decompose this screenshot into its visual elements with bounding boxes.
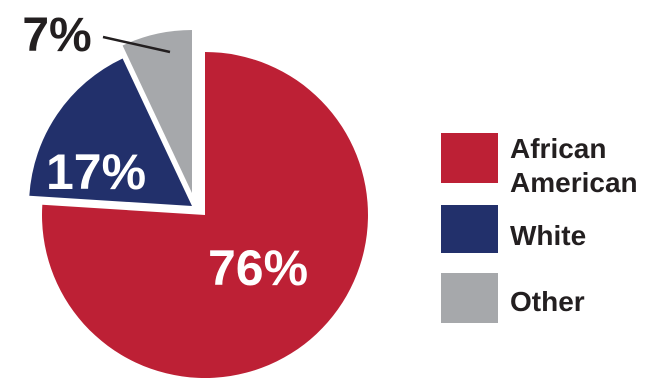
legend-label-african-american-line2: American xyxy=(510,167,638,198)
legend-swatch-other xyxy=(441,273,498,323)
legend-swatch-african-american xyxy=(441,133,498,183)
legend-swatch-white xyxy=(441,205,498,253)
legend-item-other: Other xyxy=(441,273,585,323)
slice-label-other-leader-line xyxy=(102,35,171,54)
legend-item-african-american: African American xyxy=(441,133,638,198)
legend-label-other: Other xyxy=(510,286,585,317)
legend-label-white: White xyxy=(510,220,586,251)
slice-label-white: 17% xyxy=(46,144,146,200)
pie-slice-other xyxy=(122,30,192,193)
slice-label-african-american: 76% xyxy=(208,240,308,296)
legend-label-african-american-line1: African xyxy=(510,133,606,164)
legend-item-white: White xyxy=(441,205,586,253)
legend: African American White Other xyxy=(441,133,638,323)
pie-slices xyxy=(29,30,368,378)
slice-label-other: 7% xyxy=(22,9,91,62)
pie-slice-labels: 76% 17% 7% xyxy=(22,9,308,296)
pie-slice-african-american xyxy=(42,52,368,378)
pie-slice-white xyxy=(29,58,193,207)
